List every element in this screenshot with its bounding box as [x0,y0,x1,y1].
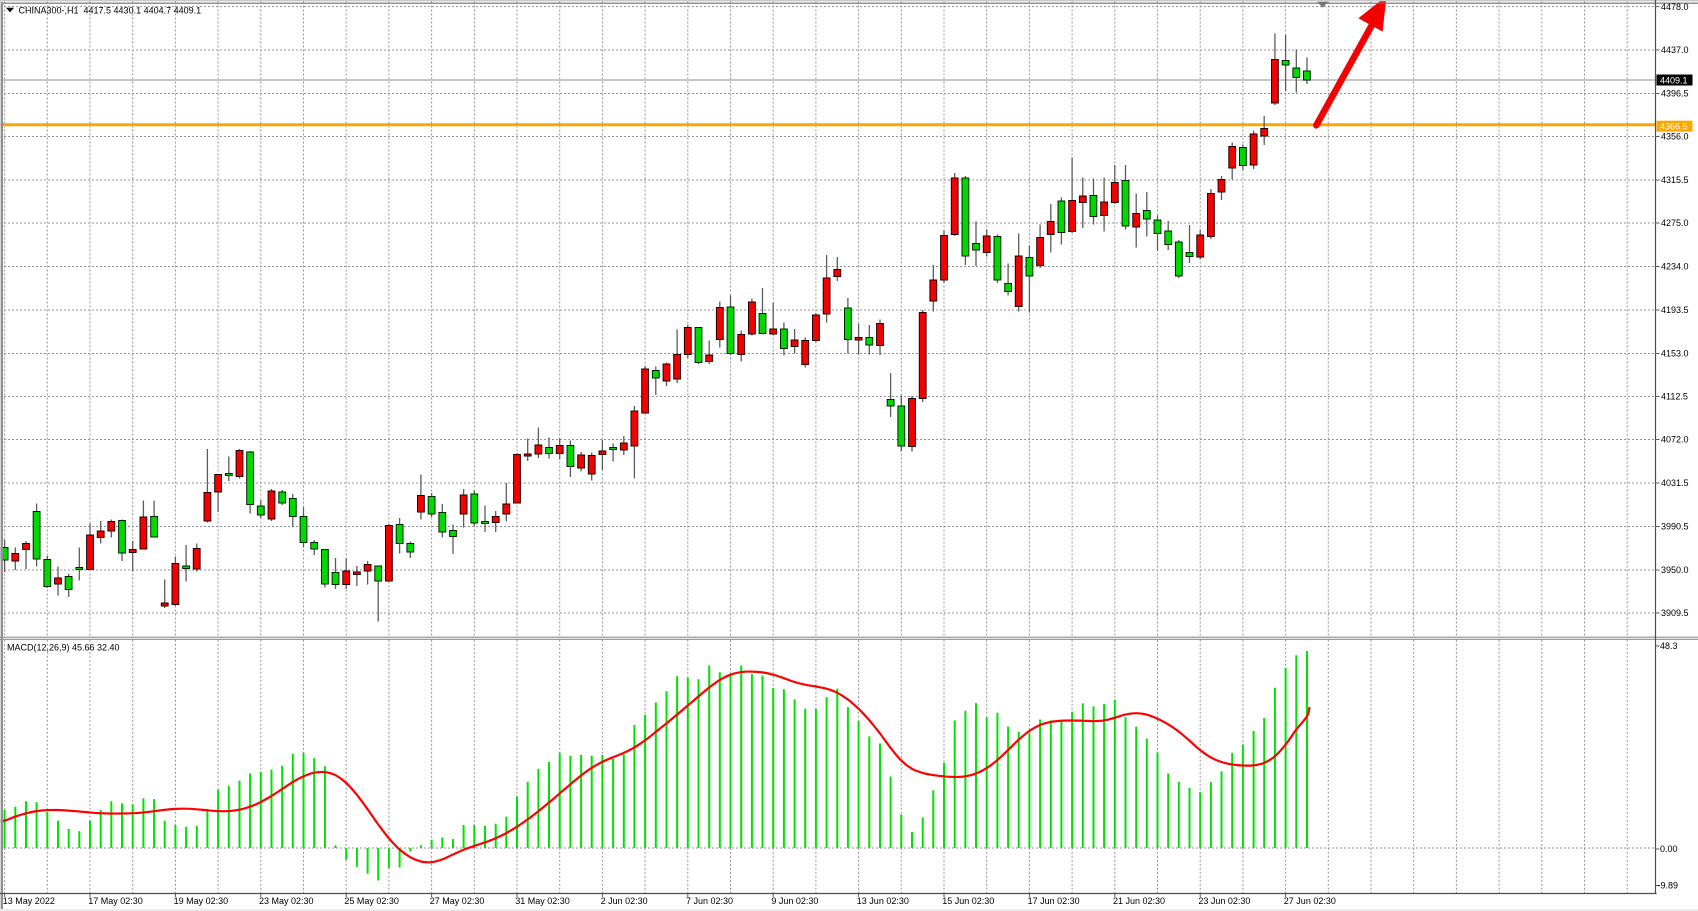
svg-text:4396.5: 4396.5 [1661,89,1689,99]
svg-text:25 May 02:30: 25 May 02:30 [344,896,399,906]
svg-text:4112.5: 4112.5 [1661,392,1688,402]
svg-text:27 Jun 02:30: 27 Jun 02:30 [1284,896,1336,906]
svg-text:4315.5: 4315.5 [1661,175,1689,185]
svg-text:17 Jun 02:30: 17 Jun 02:30 [1028,896,1080,906]
svg-text:4437.0: 4437.0 [1661,45,1689,55]
svg-text:4153.0: 4153.0 [1661,349,1689,359]
svg-text:13 Jun 02:30: 13 Jun 02:30 [857,896,909,906]
svg-text:4072.0: 4072.0 [1661,435,1689,445]
svg-text:4366.5: 4366.5 [1660,122,1688,132]
svg-text:4193.5: 4193.5 [1661,305,1689,315]
svg-text:4356.0: 4356.0 [1661,132,1689,142]
svg-text:4031.5: 4031.5 [1661,478,1689,488]
svg-text:CHINA300-,H1 4417.5 4430.1 44: CHINA300-,H1 4417.5 4430.1 4404.7 4409.1 [19,5,202,15]
svg-text:0.00: 0.00 [1660,844,1678,854]
svg-text:27 May 02:30: 27 May 02:30 [430,896,485,906]
svg-text:-9.89: -9.89 [1658,881,1679,891]
svg-text:MACD(12,26,9) 45.66 32.40: MACD(12,26,9) 45.66 32.40 [7,643,120,653]
svg-text:3950.0: 3950.0 [1661,565,1689,575]
svg-text:9 Jun 02:30: 9 Jun 02:30 [771,896,818,906]
svg-text:4275.0: 4275.0 [1661,218,1689,228]
svg-text:48.3: 48.3 [1660,641,1678,651]
svg-text:31 May 02:30: 31 May 02:30 [515,896,570,906]
svg-text:3909.5: 3909.5 [1661,608,1689,618]
svg-text:21 Jun 02:30: 21 Jun 02:30 [1113,896,1165,906]
svg-text:13 May 2022: 13 May 2022 [3,896,55,906]
svg-text:2 Jun 02:30: 2 Jun 02:30 [601,896,648,906]
svg-text:3990.5: 3990.5 [1661,522,1689,532]
svg-text:4409.1: 4409.1 [1660,75,1688,85]
svg-text:23 May 02:30: 23 May 02:30 [259,896,314,906]
svg-text:4478.0: 4478.0 [1661,2,1689,12]
svg-text:19 May 02:30: 19 May 02:30 [174,896,229,906]
svg-text:17 May 02:30: 17 May 02:30 [88,896,143,906]
svg-text:4234.0: 4234.0 [1661,262,1689,272]
svg-text:15 Jun 02:30: 15 Jun 02:30 [942,896,994,906]
svg-text:23 Jun 02:30: 23 Jun 02:30 [1198,896,1250,906]
svg-text:7 Jun 02:30: 7 Jun 02:30 [686,896,733,906]
